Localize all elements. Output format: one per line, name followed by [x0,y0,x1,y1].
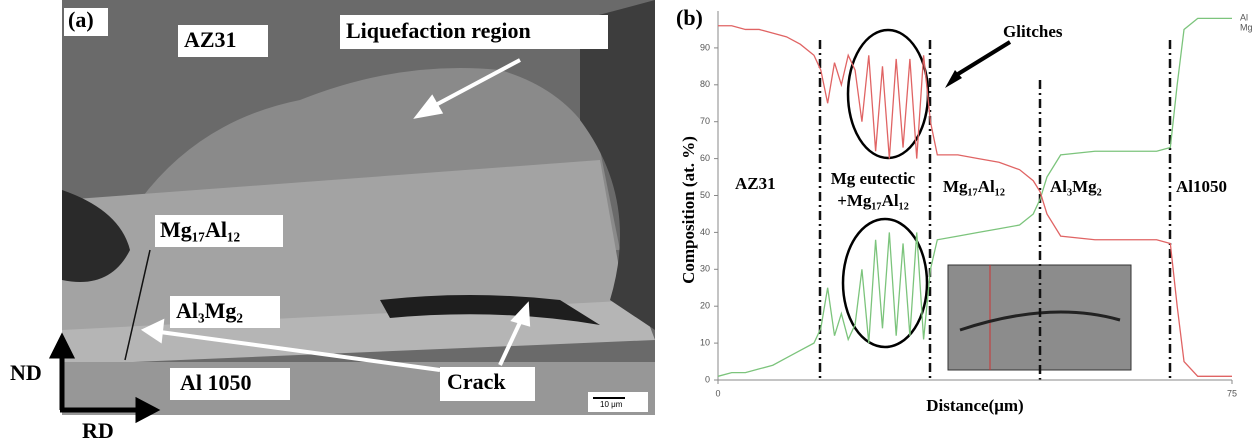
annotation: AZ31 [735,174,776,193]
axis-label: ND [10,360,42,385]
x-axis-label: Distance(μm) [926,396,1023,415]
region-label: Mg₁₇Al₁₂ [160,217,241,242]
panel-label: (b) [676,5,703,30]
data-line [718,25,1232,377]
legend-entry: Al [1240,12,1248,22]
region-label: Crack [447,369,506,394]
y-tick-label: 0 [705,374,710,384]
chart: (b) Composition (at. %) Distance(μm) Gli… [676,5,1253,415]
y-tick-label: 90 [700,42,710,52]
x-tick-label: 0 [715,388,720,398]
x-tick-label: 75 [1227,388,1237,398]
y-tick-label: 10 [700,337,710,347]
y-tick-label: 40 [700,227,710,237]
y-tick-label: 20 [700,301,710,311]
annotation: +Mg₁₇Al₁₂ [837,191,909,210]
panel-label: (a) [68,7,94,32]
y-axis-label: Composition (at. %) [679,136,698,284]
scale-bar: 10 μm [600,400,623,409]
region-label: AZ31 [184,27,237,52]
legend-entry: Mg [1240,22,1253,32]
axis-label: RD [82,418,114,443]
region-label: Liquefaction region [346,18,531,43]
y-tick-label: 60 [700,153,710,163]
micrograph: 10 μm (a) AZ31 Liquefaction region Mg₁₇A… [10,0,655,443]
annotation: Mg eutectic [831,169,916,188]
annotation: Al1050 [1176,177,1227,196]
data-line [717,17,1232,377]
region-label: Al 1050 [180,370,252,395]
annotation: Mg₁₇Al₁₂ [943,177,1005,196]
y-tick-label: 70 [700,116,710,126]
y-tick-label: 80 [700,79,710,89]
annotation: Al₃Mg₂ [1050,177,1102,196]
y-tick-label: 50 [700,190,710,200]
y-tick-label: 30 [700,264,710,274]
region-label: Al₃Mg₂ [176,298,243,323]
annotation: Glitches [1003,22,1063,41]
